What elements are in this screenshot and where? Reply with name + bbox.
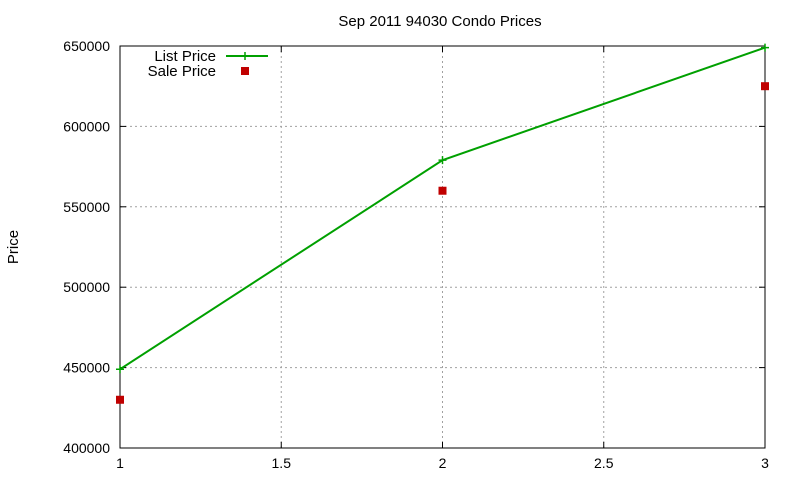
sale-price-point	[438, 186, 447, 195]
legend: List Price Sale Price	[148, 48, 268, 80]
y-tick-label: 400000	[63, 440, 110, 456]
list-price-line	[119, 46, 766, 371]
x-tick-label: 2	[439, 455, 447, 471]
legend-marker-sale-price	[241, 67, 249, 75]
sale-price-point	[761, 82, 769, 91]
x-tick-labels: 1 1.5 2 2.5 3	[116, 455, 769, 471]
x-tick-label: 3	[761, 455, 769, 471]
y-tick-label: 500000	[63, 279, 110, 295]
y-tick-label: 650000	[63, 38, 110, 54]
grid	[120, 46, 765, 448]
y-axis-label: Price	[5, 230, 22, 264]
y-tick-label: 550000	[63, 199, 110, 215]
y-tick-label: 600000	[63, 118, 110, 134]
legend-label-sale-price: Sale Price	[148, 63, 216, 80]
list-price-point	[116, 365, 124, 374]
x-tick-label: 1	[116, 455, 124, 471]
list-price-point	[438, 156, 447, 165]
chart-title: Sep 2011 94030 Condo Prices	[338, 13, 541, 30]
legend-marker-list-price	[241, 52, 249, 60]
list-price-point	[761, 43, 769, 52]
x-tick-label: 2.5	[594, 455, 614, 471]
y-tick-labels: 400000 450000 500000 550000 600000 650000	[63, 38, 110, 456]
legend-label-list-price: List Price	[154, 48, 216, 65]
x-tick-label: 1.5	[272, 455, 292, 471]
sale-price-point	[116, 395, 124, 404]
y-tick-label: 450000	[63, 360, 110, 376]
series	[116, 43, 769, 404]
